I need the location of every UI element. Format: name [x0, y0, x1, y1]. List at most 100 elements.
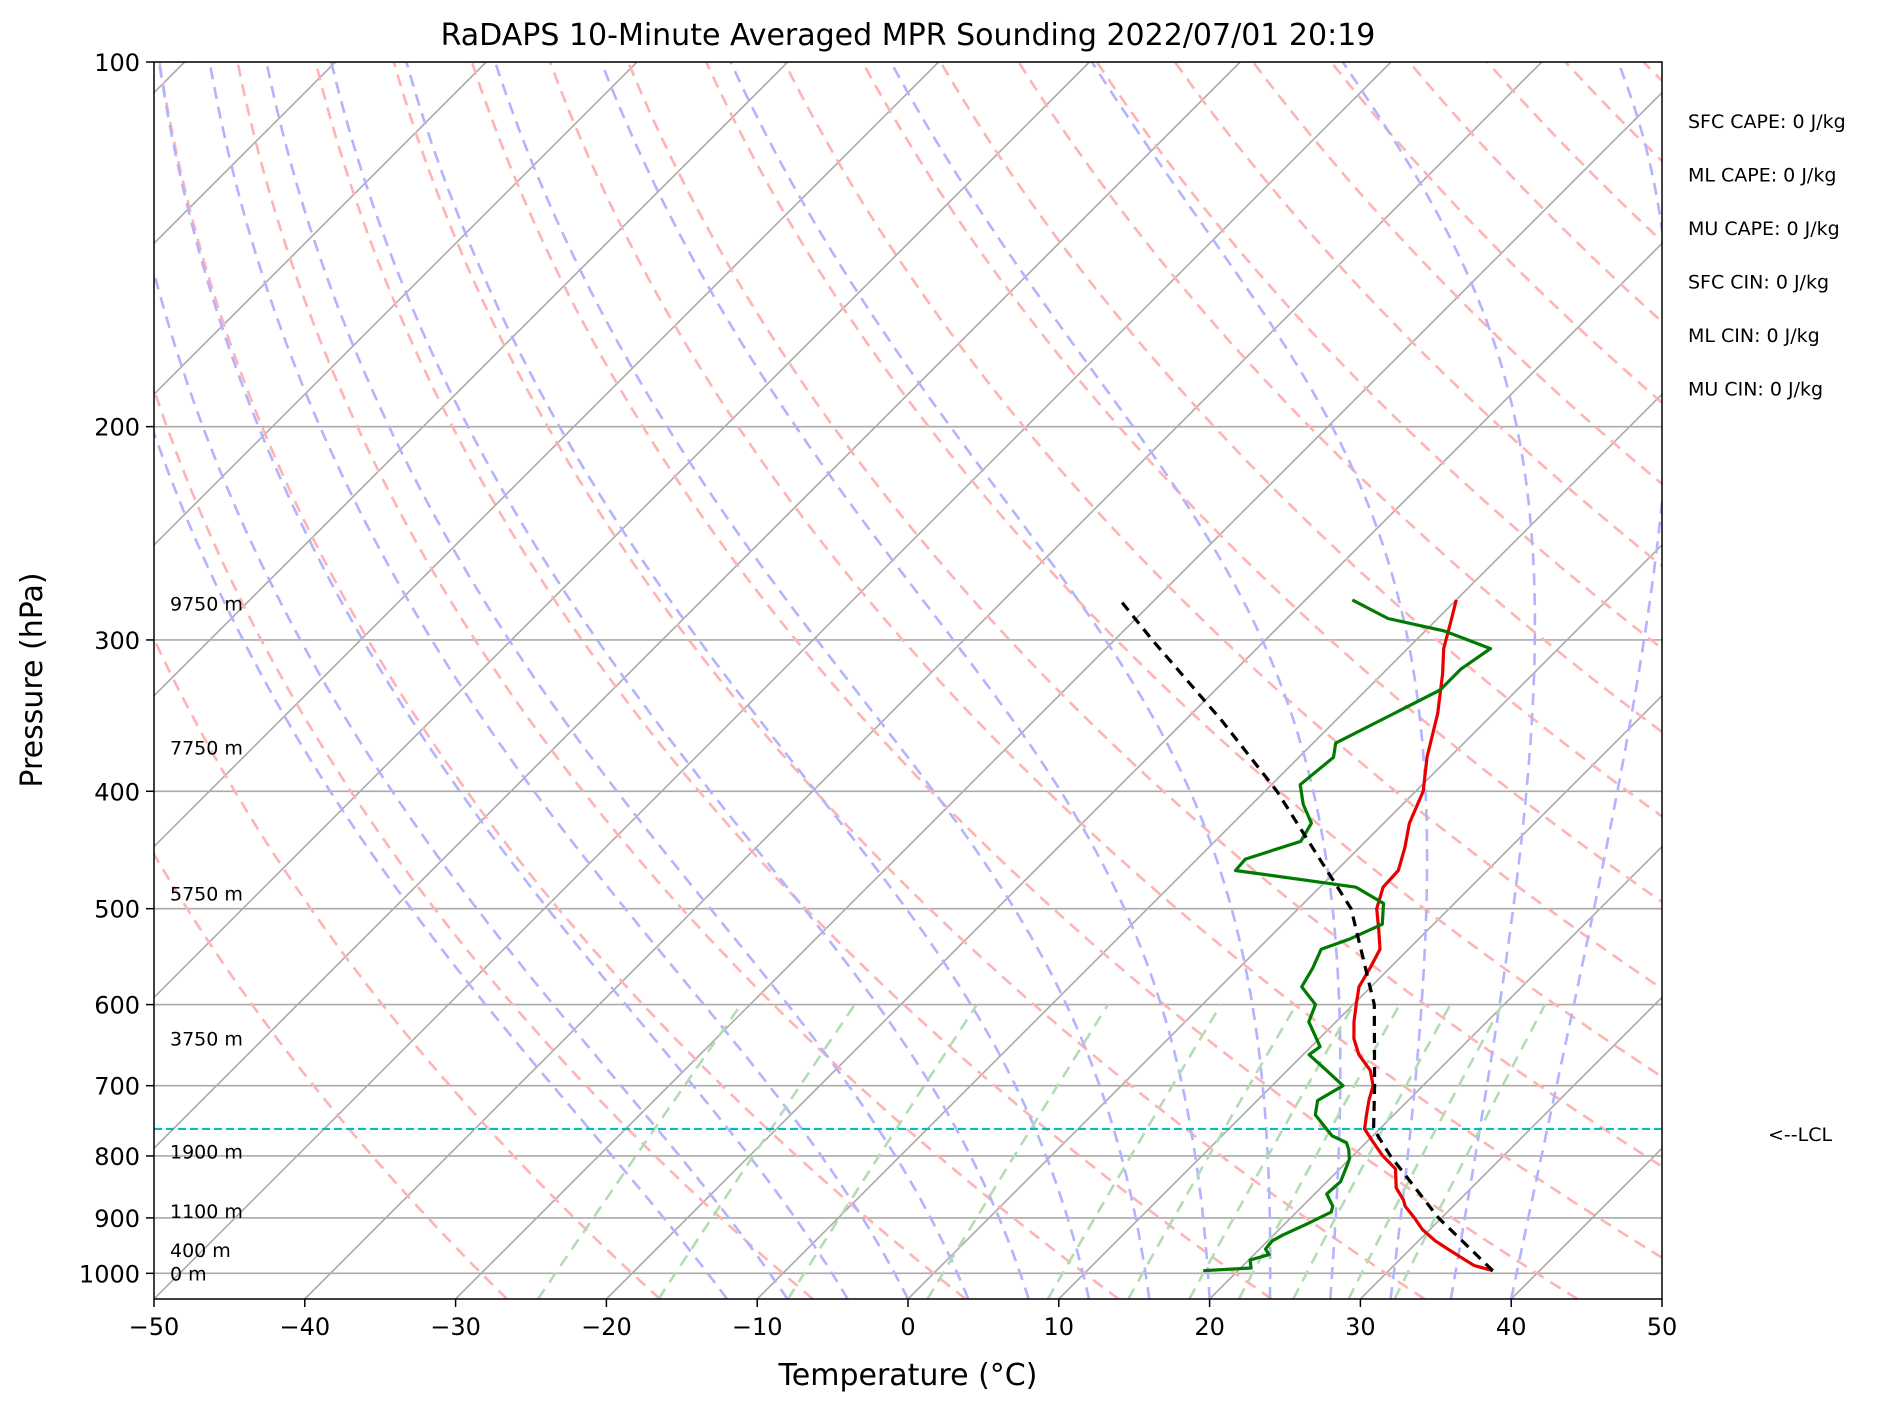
mixing-ratio-line	[926, 1003, 1110, 1299]
y-tick-label: 800	[94, 1143, 140, 1171]
mixing-ratio-line	[1291, 1003, 1452, 1299]
isotherm-line	[455, 91, 1662, 1299]
x-tick-label: 0	[900, 1313, 915, 1341]
x-tick-label: −20	[581, 1313, 632, 1341]
sounding-series	[1118, 598, 1494, 1273]
moist-adiabat	[1509, 62, 1662, 1299]
isotherm-line	[907, 543, 1662, 1299]
height-labels: 9750 m 7750 m 5750 m 3750 m 1900 m 1100 m 400 …	[170, 594, 243, 1286]
stats-panel: SFC CAPE: 0 J/kg ML CAPE: 0 J/kg MU CAPE: …	[1688, 111, 1846, 401]
dry-adiabat	[314, 62, 1273, 1299]
isotherm-line	[154, 62, 336, 245]
dry-adiabat	[154, 385, 814, 1299]
x-tick-label: 40	[1496, 1313, 1527, 1341]
x-tick-label: −40	[279, 1313, 330, 1341]
dry-adiabat	[705, 62, 1662, 1079]
height-label: 3750 m	[170, 1029, 243, 1051]
height-label: 9750 m	[170, 594, 243, 616]
dry-adiabat	[1642, 62, 1662, 83]
moist-adiabat	[493, 62, 1151, 1299]
x-axis-label: Temperature (°C)	[778, 1358, 1038, 1393]
dry-adiabat	[236, 62, 1120, 1299]
isotherm-line	[1359, 996, 1662, 1299]
dry-adiabat	[548, 62, 1662, 1260]
dry-adiabat	[1017, 62, 1662, 734]
isotherm-line	[1510, 1147, 1662, 1299]
moist-adiabat	[405, 62, 1091, 1299]
mixing-ratio-line	[1127, 1003, 1298, 1299]
dry-adiabat	[1173, 62, 1662, 568]
mixing-ratio-line	[1046, 1003, 1223, 1299]
moist-adiabat	[1090, 62, 1429, 1299]
isotherm-grid	[154, 62, 1882, 1299]
dry-adiabat	[626, 62, 1662, 1168]
stat-line: ML CAPE: 0 J/kg	[1688, 165, 1836, 187]
y-tick-label: 100	[94, 49, 140, 77]
moist-adiabat	[208, 62, 910, 1299]
dry-adiabat	[1251, 62, 1662, 486]
isotherm-line	[154, 62, 789, 697]
dry-adiabats	[154, 62, 1882, 1299]
isobar-grid	[154, 62, 1662, 1275]
height-label: 5750 m	[170, 884, 243, 906]
isotherm-line	[154, 62, 638, 547]
mixing-ratio-line	[786, 1003, 978, 1299]
dry-adiabat	[939, 62, 1662, 819]
height-label: 0 m	[170, 1263, 207, 1285]
dry-adiabat	[470, 62, 1579, 1299]
stat-line: MU CAPE: 0 J/kg	[1688, 218, 1840, 240]
dry-adiabat	[158, 62, 967, 1299]
y-tick-label: 600	[94, 992, 140, 1020]
height-label: 1100 m	[170, 1201, 243, 1223]
dry-adiabat	[1408, 62, 1662, 324]
y-axis-label: Pressure (hPa)	[15, 572, 50, 787]
x-tick-label: 30	[1345, 1313, 1376, 1341]
stat-line: SFC CAPE: 0 J/kg	[1688, 111, 1846, 133]
stat-line: MU CIN: 0 J/kg	[1688, 379, 1823, 401]
x-tick-label: 20	[1194, 1313, 1225, 1341]
stat-line: SFC CIN: 0 J/kg	[1688, 272, 1829, 294]
mixing-ratio-line	[536, 1003, 742, 1299]
moist-adiabat	[889, 62, 1342, 1299]
dry-adiabat	[392, 62, 1426, 1299]
moist-adiabat	[329, 62, 1030, 1299]
moist-adiabat	[157, 62, 849, 1299]
chart-title: RaDAPS 10-Minute Averaged MPR Sounding 2…	[441, 18, 1376, 53]
isotherm-line	[756, 393, 1662, 1299]
x-tick-label: 10	[1044, 1313, 1075, 1341]
x-tick-label: 50	[1647, 1313, 1678, 1341]
moist-adiabat	[1341, 62, 1537, 1299]
parcel-profile	[1118, 598, 1494, 1272]
moist-adiabat	[154, 429, 729, 1299]
stat-line: ML CIN: 0 J/kg	[1688, 325, 1820, 347]
dry-adiabat	[783, 62, 1662, 991]
dry-adiabat	[1722, 62, 1882, 1299]
isotherm-line	[1813, 62, 1882, 1299]
isotherm-line	[1058, 694, 1662, 1299]
mixing-ratio-line	[1393, 1003, 1547, 1299]
mixing-ratio-line	[657, 1003, 856, 1299]
x-axis-ticks: −50 −40 −30 −20 −10 0 10 20 30 40 50	[129, 1299, 1678, 1341]
isotherm-line	[1661, 1297, 1662, 1299]
isotherm-line	[154, 62, 1090, 999]
isotherm-line	[154, 62, 1241, 1150]
x-tick-label: −30	[430, 1313, 481, 1341]
dry-adiabat	[861, 62, 1662, 904]
isotherm-line	[1209, 845, 1662, 1299]
y-tick-label: 400	[94, 778, 140, 806]
moist-adiabats	[154, 62, 1662, 1299]
y-tick-label: 900	[94, 1205, 140, 1233]
dry-adiabat	[1564, 62, 1662, 163]
lcl-label: <--LCL	[1768, 1124, 1832, 1146]
moist-adiabat	[154, 267, 789, 1299]
y-axis-ticks: 100 200 300 400 500 600 700 800 900 1000	[79, 49, 154, 1288]
mixing-ratio-lines	[536, 1003, 1547, 1299]
y-tick-label: 1000	[79, 1260, 140, 1288]
dry-adiabat	[154, 851, 509, 1299]
isotherm-line	[605, 242, 1662, 1299]
plot-frame	[153, 61, 1663, 1300]
isotherm-line	[154, 62, 487, 396]
moist-adiabat	[729, 62, 1272, 1299]
temperature-profile	[1352, 599, 1494, 1273]
